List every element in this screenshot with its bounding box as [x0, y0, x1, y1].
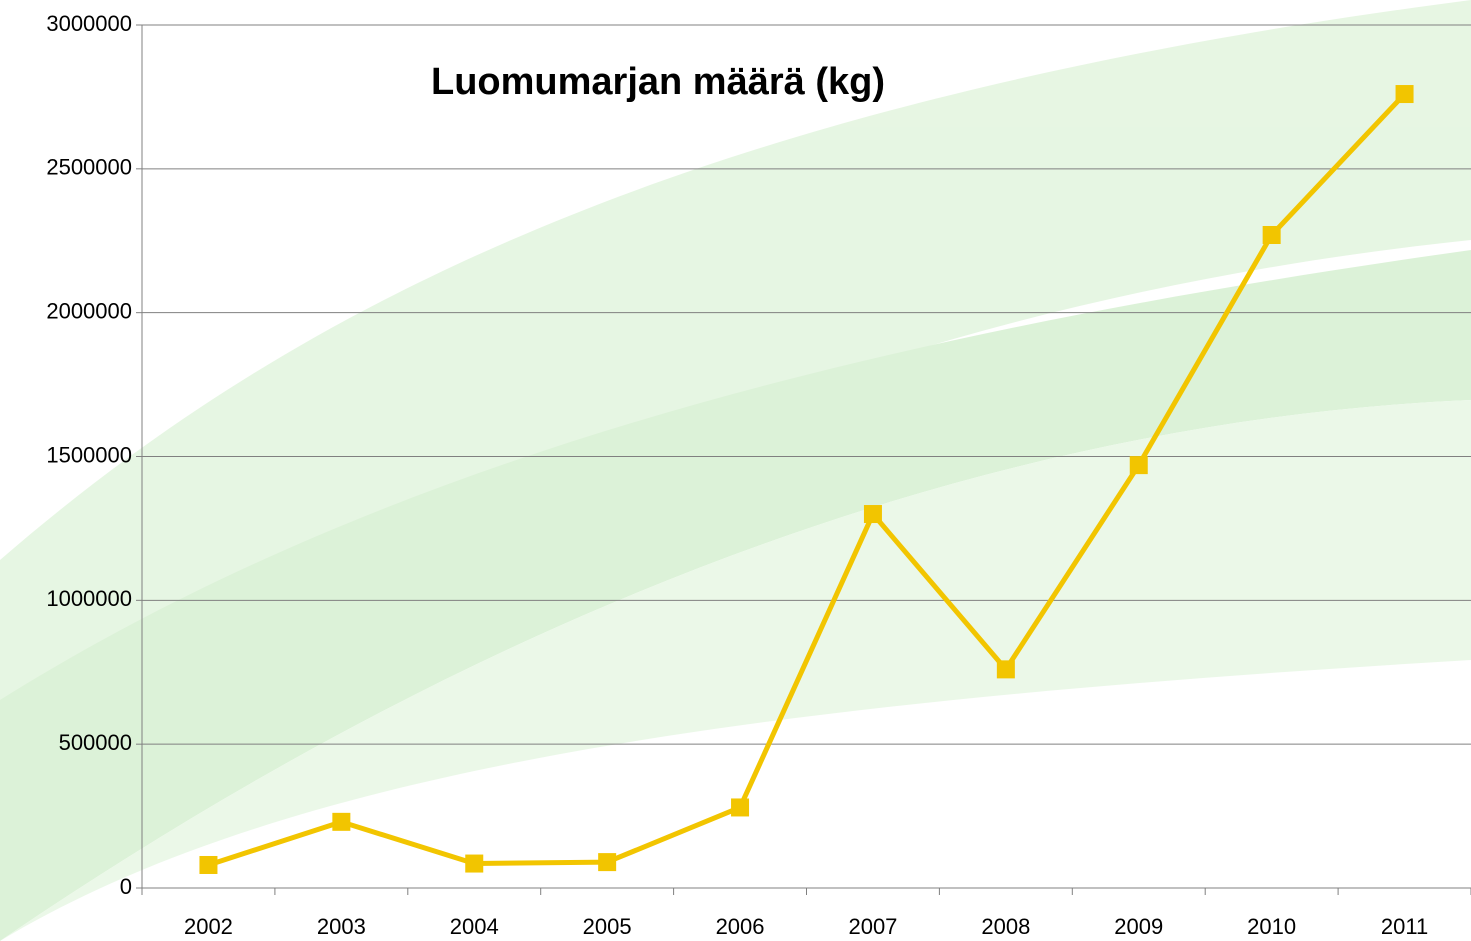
x-tick-label: 2008: [981, 914, 1030, 939]
y-tick-label: 1000000: [46, 586, 132, 611]
x-tick-label: 2009: [1114, 914, 1163, 939]
chart-title: Luomumarjan määrä (kg): [431, 61, 885, 103]
x-tick-label: 2011: [1381, 914, 1428, 939]
x-tick-label: 2006: [716, 914, 765, 939]
marker: [199, 856, 217, 874]
marker: [598, 853, 616, 871]
x-tick-label: 2003: [317, 914, 366, 939]
x-tick-label: 2002: [184, 914, 233, 939]
marker: [1396, 85, 1414, 103]
x-tick-label: 2010: [1247, 914, 1296, 939]
y-tick-label: 1500000: [46, 442, 132, 467]
marker: [332, 813, 350, 831]
marker: [1130, 456, 1148, 474]
y-tick-label: 2500000: [46, 155, 132, 180]
y-tick-label: 500000: [59, 730, 132, 755]
chart: Luomumarjan määrä (kg) 0 500000 1000000 150…: [0, 0, 1471, 941]
marker: [864, 505, 882, 523]
marker: [1263, 226, 1281, 244]
y-tick-label: 3000000: [46, 11, 132, 36]
y-tick-label: 2000000: [46, 298, 132, 323]
x-tick-label: 2007: [848, 914, 897, 939]
y-tick-label: 0: [120, 874, 132, 899]
marker: [997, 660, 1015, 678]
marker: [465, 855, 483, 873]
x-tick-label: 2004: [450, 914, 499, 939]
page: Luomumarjan määrä (kg) 0 500000 1000000 150…: [0, 0, 1471, 941]
x-tick-label: 2005: [583, 914, 632, 939]
marker: [731, 798, 749, 816]
